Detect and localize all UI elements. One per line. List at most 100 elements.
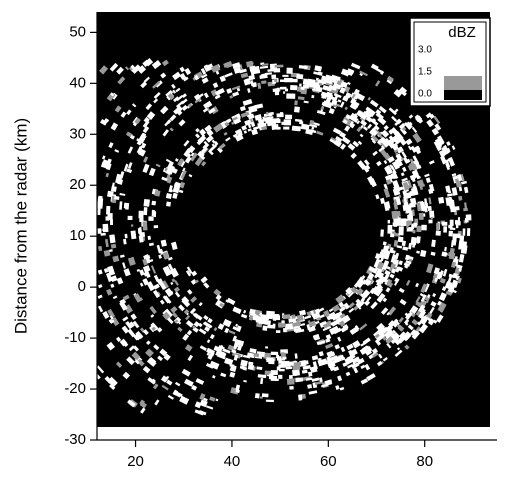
echo-pixel xyxy=(345,113,351,120)
echo-pixel xyxy=(194,97,202,104)
echo-pixel xyxy=(343,302,350,310)
echo-pixel xyxy=(339,313,346,319)
echo-pixel xyxy=(347,363,354,369)
echo-pixel xyxy=(148,167,156,177)
echo-pixel xyxy=(404,312,411,318)
echo-pixel xyxy=(430,301,437,308)
echo-pixel xyxy=(107,308,116,319)
echo-pixel xyxy=(275,118,281,124)
echo-pixel xyxy=(239,365,243,369)
echo-pixel xyxy=(456,264,463,269)
echo-pixel xyxy=(110,185,117,192)
echo-pixel xyxy=(391,321,398,328)
echo-pixel xyxy=(257,374,267,379)
echo-pixel xyxy=(297,323,306,327)
echo-pixel xyxy=(427,318,435,326)
echo-pixel xyxy=(279,112,284,116)
echo-pixel xyxy=(133,293,143,303)
echo-pixel xyxy=(116,277,124,285)
echo-pixel xyxy=(328,351,336,358)
echo-pixel xyxy=(416,250,420,254)
echo-pixel xyxy=(329,325,340,335)
echo-pixel xyxy=(436,145,442,152)
echo-pixel xyxy=(214,94,221,100)
echo-pixel xyxy=(367,123,373,129)
echo-pixel xyxy=(179,395,190,405)
x-tick-label: 40 xyxy=(224,453,241,470)
echo-pixel xyxy=(392,329,397,334)
echo-pixel xyxy=(381,145,386,150)
echo-pixel xyxy=(308,325,316,333)
echo-pixel xyxy=(373,258,383,269)
echo-pixel xyxy=(252,314,259,321)
echo-pixel xyxy=(352,140,360,148)
echo-pixel xyxy=(110,92,115,97)
echo-pixel xyxy=(399,298,407,306)
echo-pixel xyxy=(178,189,184,194)
echo-pixel xyxy=(389,249,396,254)
echo-pixel xyxy=(363,159,370,166)
echo-pixel xyxy=(299,309,307,316)
legend-swatch xyxy=(444,76,482,90)
echo-pixel xyxy=(198,322,203,328)
echo-pixel xyxy=(431,239,436,247)
echo-pixel xyxy=(100,232,106,236)
echo-pixel xyxy=(106,341,116,351)
echo-pixel xyxy=(126,109,132,116)
echo-pixel xyxy=(375,112,384,120)
echo-pixel xyxy=(291,314,296,319)
echo-pixel xyxy=(371,134,379,142)
echo-pixel xyxy=(381,129,390,138)
echo-pixel xyxy=(409,197,417,206)
echo-pixel xyxy=(335,136,343,143)
echo-pixel xyxy=(171,278,176,283)
echo-pixel xyxy=(382,273,390,283)
echo-pixel xyxy=(325,334,332,340)
echo-pixel xyxy=(261,393,269,398)
echo-pixel xyxy=(350,98,357,105)
echo-pixel xyxy=(138,132,146,142)
echo-pixel xyxy=(447,275,453,283)
echo-pixel xyxy=(385,245,390,251)
echo-pixel xyxy=(280,361,284,365)
echo-pixel xyxy=(375,109,382,115)
echo-pixel xyxy=(313,71,322,76)
echo-pixel xyxy=(336,354,345,361)
echo-pixel xyxy=(383,160,388,165)
echo-pixel xyxy=(385,331,395,340)
echo-pixel xyxy=(331,304,341,313)
echo-pixel xyxy=(456,233,461,239)
echo-pixel xyxy=(337,336,342,342)
echo-pixel xyxy=(143,329,149,336)
echo-pixel xyxy=(193,74,200,81)
echo-pixel xyxy=(333,93,342,99)
echo-pixel xyxy=(340,81,348,88)
echo-pixel xyxy=(438,140,445,146)
echo-pixel xyxy=(369,118,379,126)
x-tick-label: 60 xyxy=(320,453,337,470)
echo-pixel xyxy=(286,67,293,74)
echo-pixel xyxy=(369,128,378,137)
echo-pixel xyxy=(466,228,471,237)
echo-pixel xyxy=(173,286,180,293)
echo-pixel xyxy=(148,216,154,221)
echo-pixel xyxy=(231,352,242,358)
echo-pixel xyxy=(104,239,109,248)
echo-pixel xyxy=(356,120,361,125)
echo-pixel xyxy=(442,268,448,277)
echo-pixel xyxy=(362,337,371,345)
echo-pixel xyxy=(403,318,410,325)
echo-pixel xyxy=(260,377,264,385)
legend-tick-label: 1.5 xyxy=(418,67,432,78)
echo-pixel xyxy=(195,127,200,133)
echo-pixel xyxy=(412,229,416,234)
echo-pixel xyxy=(393,202,399,210)
echo-pixel xyxy=(136,145,143,154)
echo-pixel xyxy=(105,172,110,178)
echo-pixel xyxy=(417,164,422,169)
echo-pixel xyxy=(183,309,190,315)
echo-pixel xyxy=(252,126,258,130)
echo-pixel xyxy=(162,129,170,137)
echo-pixel xyxy=(178,119,186,127)
